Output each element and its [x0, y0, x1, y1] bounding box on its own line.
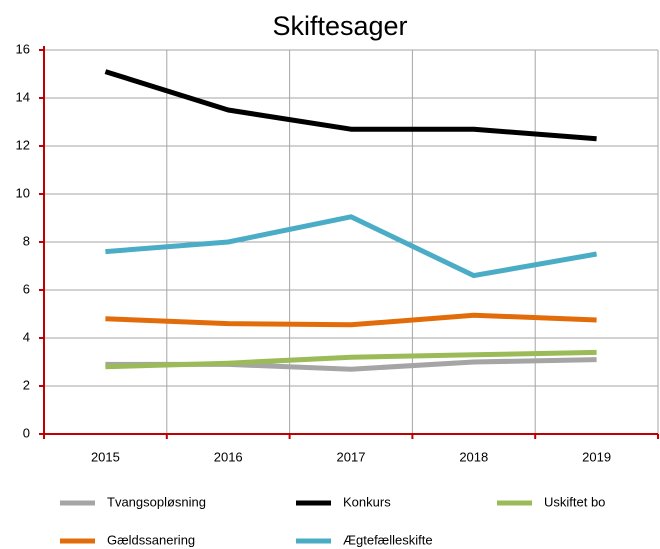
y-tick-label: 0 — [23, 425, 30, 440]
line-series — [105, 349, 597, 370]
y-tick-label: 12 — [16, 137, 30, 152]
y-tick-label: 2 — [23, 377, 30, 392]
line-series — [104, 69, 597, 142]
x-tick-label: 2016 — [214, 449, 243, 464]
chart-title: Skiftesager — [272, 11, 407, 41]
line-series — [105, 312, 597, 328]
legend-label: Tvangsopløsning — [107, 494, 206, 509]
y-tick-label: 6 — [23, 281, 30, 296]
legend-label: Uskiftet bo — [544, 494, 605, 509]
x-tick-label: 2019 — [582, 449, 611, 464]
legend-label: Konkurs — [343, 494, 391, 509]
y-tick-label: 16 — [16, 41, 30, 56]
line-series — [105, 214, 598, 279]
legend-label: Gældssanering — [107, 532, 195, 547]
y-tick-label: 14 — [16, 89, 30, 104]
legend-label: Ægtefælleskifte — [343, 532, 433, 547]
x-tick-label: 2018 — [459, 449, 488, 464]
x-tick-label: 2017 — [337, 449, 366, 464]
y-tick-label: 10 — [16, 185, 30, 200]
x-tick-label: 2015 — [91, 449, 120, 464]
y-tick-label: 8 — [23, 233, 30, 248]
y-tick-label: 4 — [23, 329, 30, 344]
